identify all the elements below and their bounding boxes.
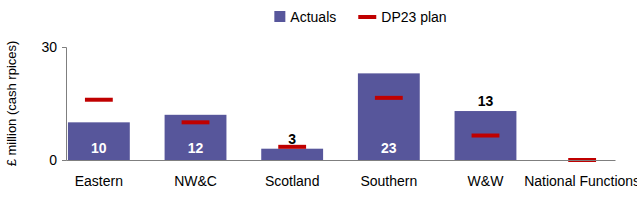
bar [165,115,227,160]
x-tick: Scotland [265,173,319,189]
x-tick: Southern [360,173,417,189]
x-tick-label: National Functions [524,173,637,189]
x-axis: Eastern NW&C Scotland Southern W&W National F… [67,161,637,189]
legend-label: Actuals [290,9,336,25]
y-tick-mark [62,47,66,48]
legend: Actuals DP23 plan [274,9,446,25]
plan-marker [375,96,403,100]
chart: 10 12 3 23 13 0 30 Eastern NW&C Scotland Southern W… [0,0,637,212]
bar [455,111,517,160]
legend-swatch [358,15,376,19]
bar [551,160,613,161]
x-tick: National Functions [524,173,637,189]
x-tick-label: Eastern [75,173,123,189]
plan-marker [472,134,500,138]
markers [85,98,596,160]
legend-item: DP23 plan [358,9,446,25]
legend-item: Actuals [274,9,336,25]
x-tick-label: W&W [468,173,505,189]
bar [68,122,130,160]
x-tick: W&W [468,173,505,189]
y-tick-label: 0 [49,152,57,168]
data-label: 23 [381,140,397,156]
data-label: 3 [288,131,296,147]
legend-label: DP23 plan [381,9,446,25]
x-tick-label: Southern [360,173,417,189]
y-axis: 0 30 [41,39,66,168]
y-tick: 0 [49,152,66,168]
data-label: 13 [478,93,494,109]
x-tick: NW&C [174,173,217,189]
y-tick-label: 30 [41,39,57,55]
bar [358,73,420,160]
x-tick-label: Scotland [265,173,319,189]
y-tick-mark [62,160,66,161]
plan-marker [182,120,210,124]
x-tick: Eastern [75,173,123,189]
bars [68,73,516,160]
data-label: 10 [91,140,107,156]
plan-marker [85,98,113,102]
x-tick-label: NW&C [174,173,217,189]
legend-swatch [274,11,285,22]
y-axis-line [62,48,67,161]
x-axis-line [67,160,616,161]
data-label: 12 [188,140,204,156]
y-tick: 30 [41,39,66,55]
bar [261,149,323,160]
y-axis-title: £ million (cash rpices) [4,41,19,167]
data-labels: 10 12 3 23 13 [91,93,493,156]
